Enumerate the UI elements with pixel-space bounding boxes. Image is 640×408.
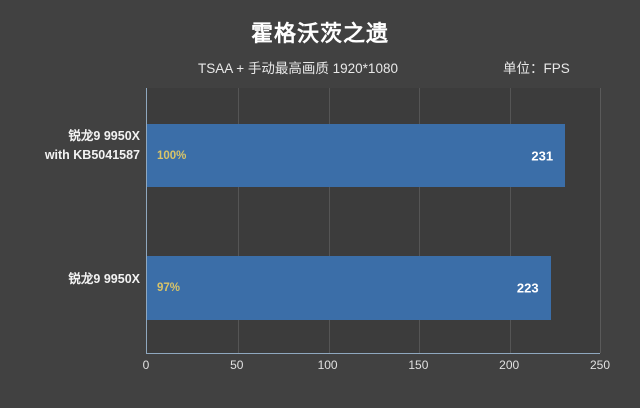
category-label-1-line1: 锐龙9 9950X [68, 272, 140, 286]
bar-0-value-label: 231 [531, 148, 554, 163]
bar-0-percent-label: 100% [157, 149, 187, 162]
category-label-0-line1: 锐龙9 9950X [68, 129, 140, 143]
bar-1: 97% 223 [147, 256, 551, 320]
gridline-150 [419, 88, 421, 353]
gridline-200 [510, 88, 512, 353]
category-label-0: 锐龙9 9950X with KB5041587 [0, 127, 140, 165]
gridline-250 [599, 88, 601, 353]
subtitle-row: TSAA + 手动最高画质 1920*1080 单位：FPS [0, 58, 640, 80]
bar-1-value-label: 223 [516, 280, 539, 296]
xtick-4: 200 [499, 358, 520, 372]
xtick-1: 50 [230, 358, 244, 372]
category-label-1: 锐龙9 9950X [0, 270, 140, 289]
xtick-2: 100 [317, 358, 338, 372]
chart-subtitle: TSAA + 手动最高画质 1920*1080 [198, 61, 398, 76]
xtick-5: 250 [589, 358, 611, 372]
gridline-50 [237, 88, 239, 353]
xtick-3: 150 [408, 358, 429, 372]
plot-area: 100% 231 97% 223 [146, 88, 601, 354]
xtick-0: 0 [142, 358, 150, 372]
gridline-100 [328, 88, 330, 353]
bar-1-percent-label: 97% [157, 282, 181, 294]
bar-0: 100% 231 [147, 124, 566, 187]
category-label-0-line2: with KB5041587 [44, 148, 140, 162]
unit-label: 单位：FPS [503, 61, 570, 76]
chart-title: 霍格沃茨之遗 [250, 21, 389, 46]
